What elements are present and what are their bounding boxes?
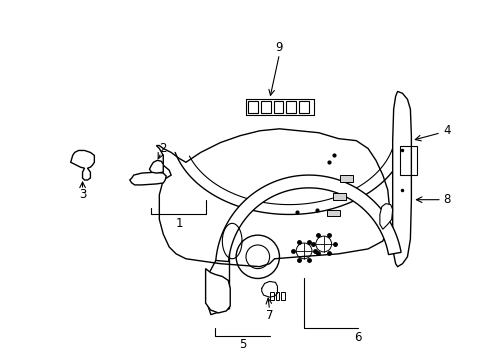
Polygon shape	[205, 269, 230, 313]
Bar	[247, 101, 257, 113]
Text: 6: 6	[354, 331, 361, 344]
Bar	[286, 101, 296, 113]
Bar	[332, 193, 346, 200]
Polygon shape	[379, 204, 392, 229]
Bar	[399, 145, 416, 175]
Bar	[273, 101, 283, 113]
Text: 3: 3	[79, 188, 86, 201]
Polygon shape	[149, 160, 163, 173]
Text: 2: 2	[159, 142, 167, 155]
Bar	[299, 101, 308, 113]
Text: 1: 1	[175, 217, 183, 230]
Text: 7: 7	[265, 309, 273, 322]
Polygon shape	[71, 150, 94, 180]
Text: 4: 4	[442, 124, 449, 137]
Text: 5: 5	[239, 338, 246, 351]
Polygon shape	[129, 172, 166, 185]
Text: 8: 8	[442, 193, 449, 206]
Text: 9: 9	[275, 41, 283, 54]
Bar	[260, 101, 270, 113]
Polygon shape	[156, 129, 389, 267]
Bar	[339, 175, 352, 182]
Polygon shape	[392, 91, 410, 267]
Bar	[326, 210, 340, 216]
Polygon shape	[215, 175, 400, 262]
Bar	[281, 292, 285, 300]
Bar	[269, 292, 273, 300]
Bar	[275, 292, 279, 300]
